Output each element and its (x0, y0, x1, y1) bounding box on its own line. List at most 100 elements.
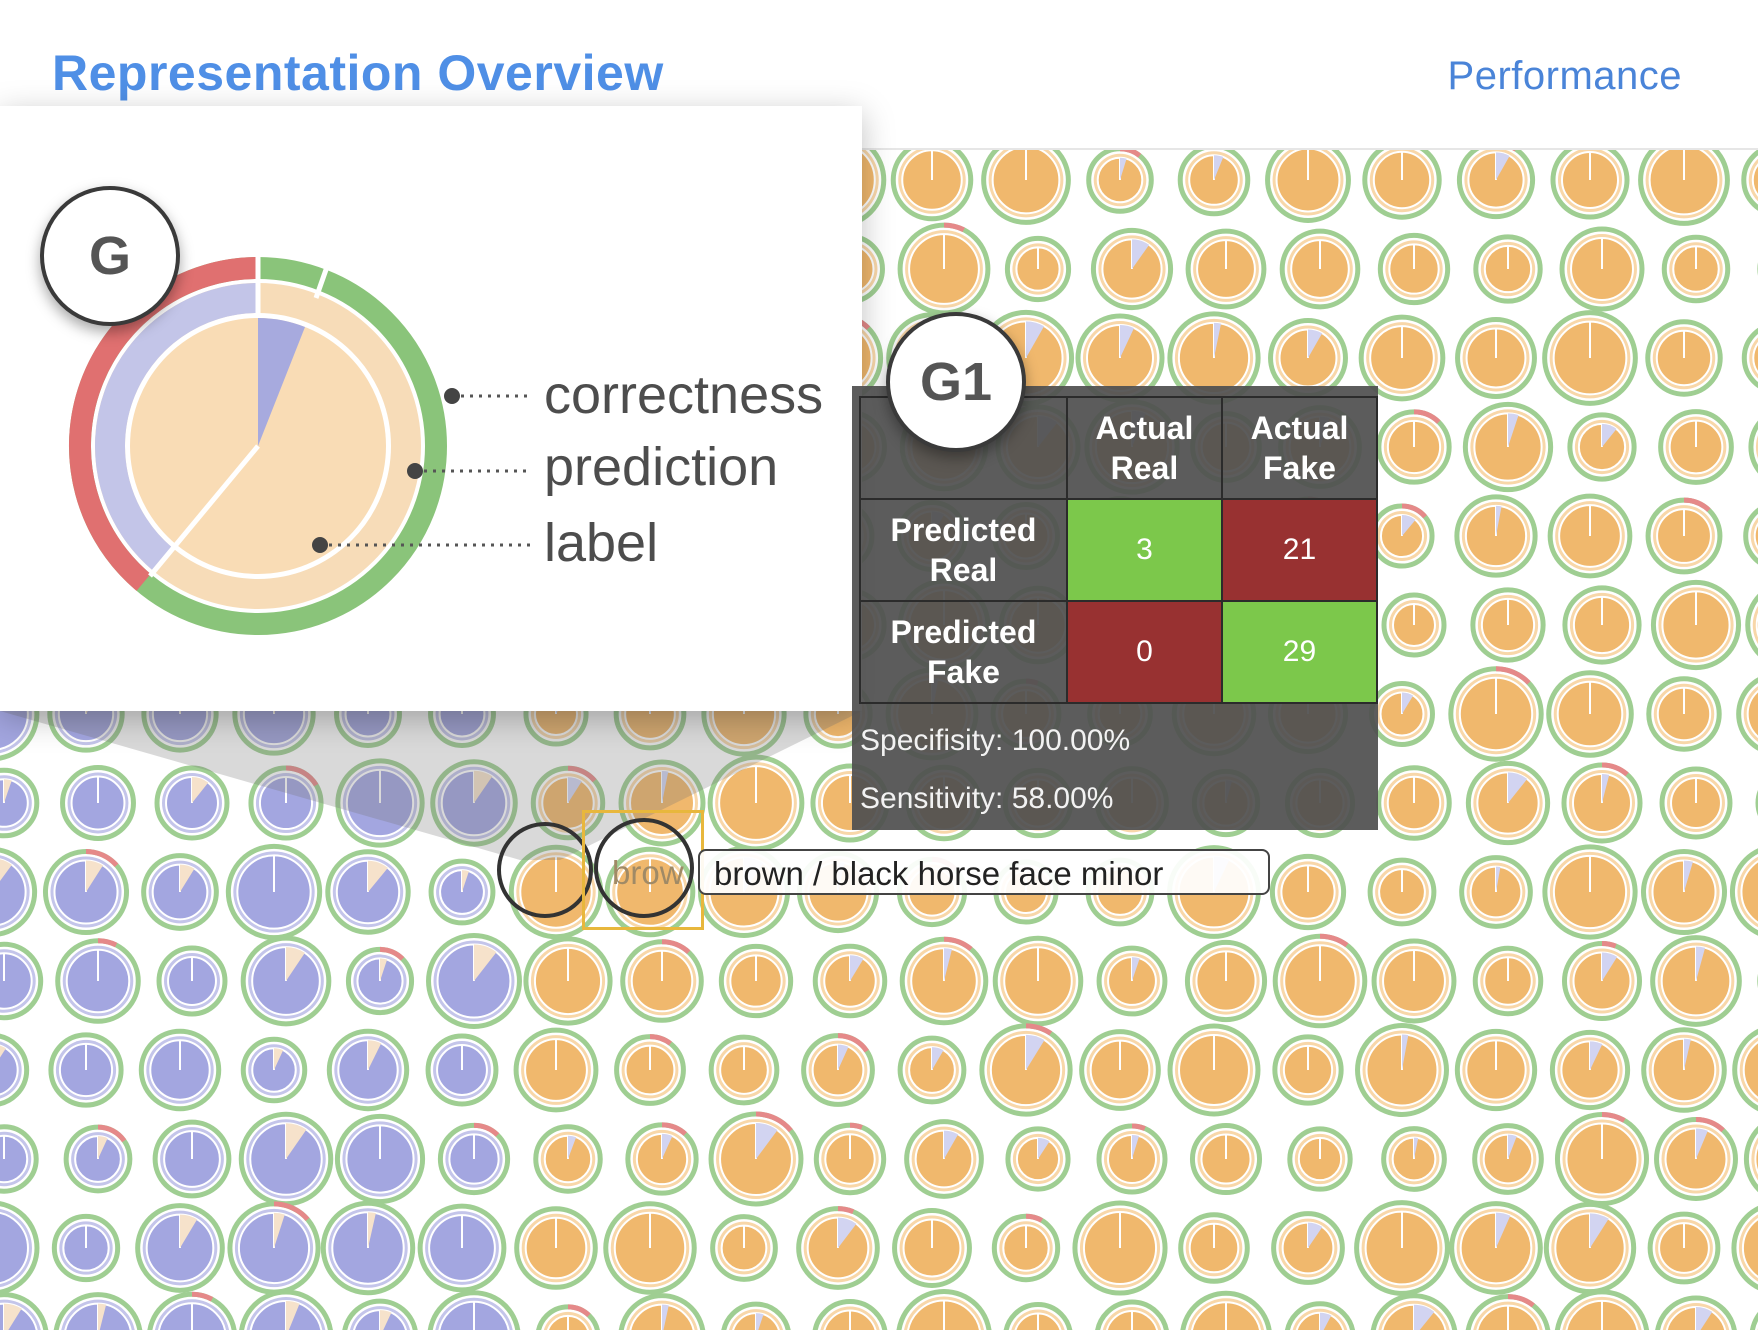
sample-glyph[interactable] (514, 1206, 598, 1290)
sample-glyph[interactable] (1185, 228, 1267, 310)
sample-glyph[interactable] (1079, 1029, 1161, 1111)
sample-glyph[interactable] (1550, 140, 1630, 220)
sample-glyph[interactable] (1559, 226, 1645, 312)
sample-glyph[interactable] (425, 1033, 499, 1107)
sample-glyph[interactable] (1381, 592, 1447, 658)
sample-glyph[interactable] (991, 1213, 1061, 1283)
sample-glyph[interactable] (426, 933, 522, 1029)
sample-glyph[interactable] (1371, 938, 1457, 1024)
sample-glyph[interactable] (1086, 146, 1154, 214)
sample-glyph[interactable] (1741, 324, 1758, 391)
sample-glyph[interactable] (1096, 1123, 1168, 1195)
sample-glyph[interactable] (240, 1036, 308, 1104)
hovered-glyph-ring[interactable] (594, 818, 694, 918)
sample-glyph[interactable] (1370, 1293, 1458, 1335)
sample-glyph[interactable] (238, 1289, 334, 1335)
sample-glyph[interactable] (1167, 1023, 1261, 1117)
sample-glyph[interactable] (1641, 1027, 1727, 1113)
performance-tab[interactable]: Performance (1447, 54, 1682, 98)
sample-glyph[interactable] (334, 1113, 426, 1205)
sample-glyph[interactable] (892, 1208, 972, 1288)
sample-glyph[interactable] (341, 1298, 419, 1335)
sample-glyph[interactable] (708, 1034, 780, 1106)
sample-glyph[interactable] (1369, 681, 1435, 747)
sample-glyph[interactable] (981, 135, 1071, 225)
sample-glyph[interactable] (1272, 1034, 1344, 1106)
sample-glyph[interactable] (1449, 1201, 1543, 1295)
sample-glyph[interactable] (0, 847, 38, 937)
sample-glyph[interactable] (1743, 504, 1758, 569)
sample-glyph[interactable] (1284, 1301, 1356, 1335)
sample-glyph[interactable] (326, 1028, 410, 1112)
sample-glyph[interactable] (1470, 587, 1546, 663)
sample-glyph[interactable] (603, 1201, 697, 1295)
sample-glyph[interactable] (0, 1124, 39, 1194)
sample-glyph[interactable] (718, 943, 794, 1019)
sample-glyph[interactable] (141, 853, 219, 931)
sample-glyph[interactable] (1271, 1211, 1345, 1285)
sample-glyph[interactable] (0, 941, 44, 1021)
sample-glyph[interactable] (42, 848, 130, 936)
sample-glyph[interactable] (1658, 409, 1734, 485)
sample-glyph[interactable] (152, 1119, 232, 1199)
sample-glyph[interactable] (1448, 666, 1544, 762)
sample-glyph[interactable] (51, 1213, 121, 1283)
sample-glyph[interactable] (1184, 939, 1268, 1023)
sample-glyph[interactable] (618, 1293, 706, 1335)
sample-glyph[interactable] (1472, 945, 1544, 1017)
sample-glyph[interactable] (0, 1201, 40, 1295)
sample-glyph[interactable] (138, 1028, 222, 1112)
sample-glyph[interactable] (1661, 234, 1731, 304)
sample-glyph[interactable] (533, 1124, 603, 1194)
sample-glyph[interactable] (513, 1027, 599, 1113)
sample-glyph[interactable] (1736, 675, 1758, 754)
sample-glyph[interactable] (154, 765, 230, 841)
sample-glyph[interactable] (1748, 408, 1758, 486)
sample-glyph[interactable] (1272, 933, 1368, 1029)
sample-glyph[interactable] (801, 1033, 875, 1107)
sample-glyph[interactable] (1269, 853, 1347, 931)
sample-glyph[interactable] (248, 765, 324, 841)
sample-glyph[interactable] (1075, 313, 1165, 403)
sample-glyph[interactable] (614, 1034, 686, 1106)
sample-glyph[interactable] (1094, 1299, 1170, 1335)
sample-glyph[interactable] (1179, 1290, 1273, 1335)
sample-glyph[interactable] (417, 1203, 507, 1293)
sample-glyph[interactable] (1462, 401, 1554, 493)
sample-glyph[interactable] (1358, 314, 1446, 402)
sample-glyph[interactable] (0, 1033, 30, 1107)
sample-glyph[interactable] (710, 1214, 778, 1282)
sample-glyph[interactable] (1554, 1111, 1650, 1207)
sample-glyph[interactable] (1473, 234, 1543, 304)
sample-glyph[interactable] (227, 1201, 321, 1295)
sample-glyph[interactable] (63, 1124, 133, 1194)
sample-glyph[interactable] (1654, 1295, 1738, 1335)
sample-glyph[interactable] (1167, 311, 1261, 405)
sample-glyph[interactable] (1465, 760, 1551, 846)
sample-glyph[interactable] (1640, 848, 1728, 936)
sample-glyph[interactable] (1646, 676, 1722, 752)
sample-glyph[interactable] (1561, 940, 1643, 1022)
sample-glyph[interactable] (238, 1111, 334, 1207)
sample-glyph[interactable] (992, 935, 1084, 1027)
sample-glyph[interactable] (430, 759, 518, 847)
sample-glyph[interactable] (428, 858, 496, 926)
sample-glyph[interactable] (1567, 412, 1637, 482)
sample-glyph[interactable] (1741, 146, 1758, 214)
sample-glyph[interactable] (0, 767, 40, 839)
sample-glyph[interactable] (796, 1206, 880, 1290)
sample-glyph[interactable] (1465, 1294, 1551, 1335)
sample-glyph[interactable] (325, 849, 411, 935)
sample-glyph[interactable] (1650, 579, 1742, 671)
sample-glyph[interactable] (1096, 945, 1168, 1017)
sample-glyph[interactable] (1543, 1201, 1637, 1295)
sample-glyph[interactable] (1381, 1126, 1447, 1192)
sample-glyph[interactable] (1732, 1027, 1758, 1114)
sample-glyph[interactable] (1376, 765, 1452, 841)
sample-glyph[interactable] (979, 1023, 1073, 1117)
sample-glyph[interactable] (1287, 1126, 1353, 1192)
sample-glyph[interactable] (1279, 228, 1361, 310)
sample-glyph[interactable] (897, 222, 991, 316)
sample-glyph[interactable] (812, 943, 888, 1019)
sample-glyph[interactable] (1647, 1211, 1721, 1285)
